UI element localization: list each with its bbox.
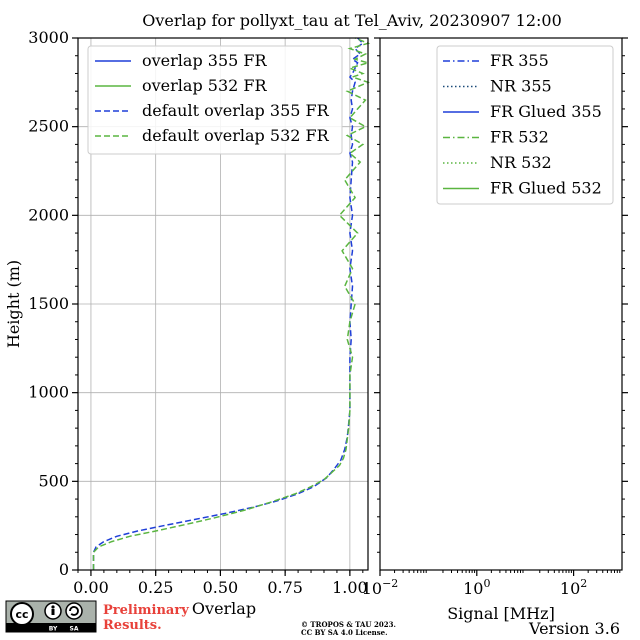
- legend-label: FR 355: [490, 51, 549, 70]
- legend-label: overlap 532 FR: [142, 76, 268, 95]
- signal-legend: FR 355 NR 355 FR Glued 355 FR 532 NR 532 FR G…: [436, 45, 614, 205]
- legend-label: NR 355: [490, 77, 552, 96]
- y-tick-label: 1000: [28, 383, 69, 402]
- version-label: Version 3.6: [528, 619, 620, 638]
- legend-label: FR 532: [490, 128, 549, 147]
- y-tick-label: 3000: [28, 28, 69, 47]
- x-tick-label: 100: [463, 577, 490, 598]
- legend-label: default overlap 532 FR: [142, 126, 330, 145]
- x-tick-label: 0.75: [267, 578, 303, 597]
- signal-xlabel: Signal [MHz]: [447, 604, 555, 623]
- overlap-legend: overlap 355 FR overlap 532 FR default over…: [87, 45, 343, 155]
- results-label: Results.: [103, 618, 162, 633]
- y-tick-label: 2000: [28, 205, 69, 224]
- overlap-series: [92, 37, 371, 570]
- copyright-line-1: © TROPOS & TAU 2023.: [301, 620, 396, 629]
- signal-legend-frame: [436, 45, 614, 205]
- series-line-default-overlap-355-fr: [92, 37, 364, 570]
- cc-by-sa-icon: cc BY SA: [5, 600, 97, 633]
- signal-axes: 10−2 100 102 Signal [MHz] FR 355 NR 355 FR G…: [362, 37, 628, 623]
- copyright-line-2: CC BY SA 4.0 License.: [301, 628, 388, 637]
- y-tick-label: 1500: [28, 294, 69, 313]
- cc-sa-label: SA: [70, 626, 79, 633]
- cc-by-label: BY: [49, 626, 58, 633]
- x-tick-label: 102: [560, 577, 587, 598]
- legend-label: FR Glued 532: [490, 179, 602, 198]
- preliminary-label: Preliminary: [103, 603, 189, 618]
- x-tick-label: 0.00: [73, 578, 109, 597]
- legend-label: FR Glued 355: [490, 102, 602, 121]
- legend-label: overlap 355 FR: [142, 51, 268, 70]
- footer: cc BY SA Preliminary Results. © TROPOS &…: [5, 600, 620, 638]
- x-tick-label: 0.50: [203, 578, 239, 597]
- y-tick-label: 0: [59, 560, 69, 579]
- chart-title: Overlap for pollyxt_tau at Tel_Aviv, 202…: [142, 11, 562, 30]
- overlap-xlabel: Overlap: [192, 599, 256, 618]
- x-tick-label: 1.00: [332, 578, 368, 597]
- overlap-axes: 0.00 0.25 0.50 0.75 1.00 0 500 1000 1500 2000 2500…: [4, 28, 371, 618]
- legend-label: default overlap 355 FR: [142, 101, 330, 120]
- svg-text:cc: cc: [15, 608, 28, 621]
- overlap-legend-frame: [87, 45, 343, 155]
- height-ylabel: Height (m): [4, 260, 23, 348]
- x-tick-label: 0.25: [138, 578, 174, 597]
- y-tick-label: 500: [38, 471, 69, 490]
- legend-label: NR 532: [490, 153, 552, 172]
- y-tick-label: 2500: [28, 117, 69, 136]
- series-line-default-overlap-532-fr: [92, 37, 371, 570]
- overlap-ticks: 0.00 0.25 0.50 0.75 1.00 0 500 1000 1500 2000 2500…: [28, 28, 367, 597]
- x-tick-label: 10−2: [362, 577, 399, 598]
